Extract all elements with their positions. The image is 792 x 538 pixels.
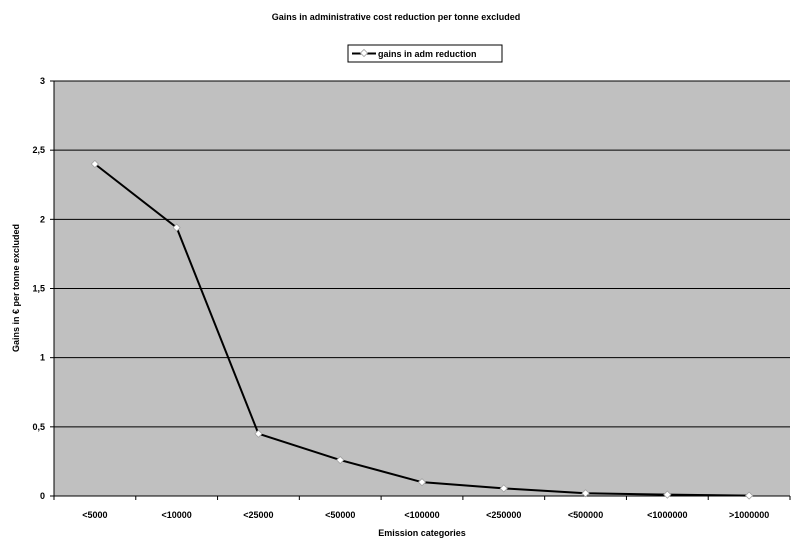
y-tick-label: 1 xyxy=(40,353,45,363)
data-point-marker xyxy=(499,484,508,493)
x-tick-label: <500000 xyxy=(568,510,603,520)
gridlines xyxy=(54,80,790,428)
x-tick-label: <100000 xyxy=(404,510,439,520)
x-tick-label: >1000000 xyxy=(729,510,769,520)
y-tick-label: 0 xyxy=(40,491,45,501)
x-tick-label: <5000 xyxy=(82,510,107,520)
x-axis-ticks: <5000 <10000 <25000 <50000 <100000 <250000 <50… xyxy=(53,496,791,520)
data-point-marker xyxy=(417,478,427,487)
x-tick-label: <10000 xyxy=(162,510,192,520)
data-point-marker xyxy=(254,429,263,438)
x-tick-label: <50000 xyxy=(325,510,355,520)
data-point-marker xyxy=(90,159,99,169)
y-axis-label: Gains in € per tonne excluded xyxy=(11,224,21,352)
data-point-marker xyxy=(172,223,181,232)
y-tick-label: 2,5 xyxy=(32,145,45,155)
data-point-marker xyxy=(745,491,754,500)
y-axis-ticks: 0 0,5 1 1,5 2 2,5 3 xyxy=(32,76,54,501)
x-tick-label: <250000 xyxy=(486,510,521,520)
y-tick-label: 1,5 xyxy=(32,284,45,294)
x-axis-label: Emission categories xyxy=(378,528,466,538)
y-tick-label: 2 xyxy=(40,214,45,224)
y-tick-label: 0,5 xyxy=(32,422,45,432)
legend-marker-sample xyxy=(359,48,369,58)
data-point-marker xyxy=(336,455,345,465)
x-tick-label: <25000 xyxy=(243,510,273,520)
x-tick-label: <1000000 xyxy=(647,510,687,520)
chart-title: Gains in administrative cost reduction p… xyxy=(272,12,521,22)
series-gains-in-adm-reduction xyxy=(90,159,754,500)
data-point-marker xyxy=(663,490,672,499)
legend-series-label: gains in adm reduction xyxy=(378,49,477,59)
legend-box xyxy=(347,44,503,63)
data-point-marker xyxy=(581,489,590,498)
legend: gains in adm reduction xyxy=(347,44,503,63)
y-tick-label: 3 xyxy=(40,76,45,86)
